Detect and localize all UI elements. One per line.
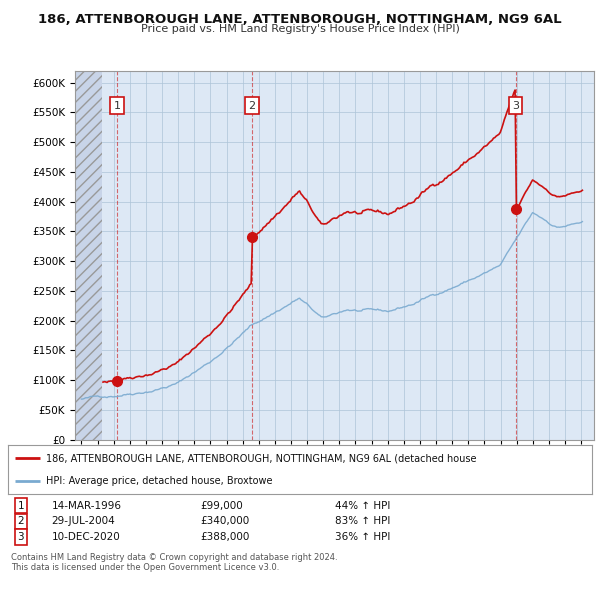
Text: 2: 2 bbox=[17, 516, 24, 526]
Bar bbox=[75, 71, 103, 440]
Text: Contains HM Land Registry data © Crown copyright and database right 2024.: Contains HM Land Registry data © Crown c… bbox=[11, 553, 337, 562]
Text: 36% ↑ HPI: 36% ↑ HPI bbox=[335, 532, 391, 542]
Text: 1: 1 bbox=[17, 500, 24, 510]
Text: 1: 1 bbox=[113, 101, 121, 111]
Text: £340,000: £340,000 bbox=[200, 516, 250, 526]
Text: 10-DEC-2020: 10-DEC-2020 bbox=[52, 532, 121, 542]
Text: 29-JUL-2004: 29-JUL-2004 bbox=[52, 516, 115, 526]
Text: 2: 2 bbox=[248, 101, 256, 111]
Text: 44% ↑ HPI: 44% ↑ HPI bbox=[335, 500, 391, 510]
Text: 14-MAR-1996: 14-MAR-1996 bbox=[52, 500, 122, 510]
Text: 83% ↑ HPI: 83% ↑ HPI bbox=[335, 516, 391, 526]
Text: £388,000: £388,000 bbox=[200, 532, 250, 542]
Text: 3: 3 bbox=[17, 532, 24, 542]
Text: This data is licensed under the Open Government Licence v3.0.: This data is licensed under the Open Gov… bbox=[11, 563, 279, 572]
Text: 186, ATTENBOROUGH LANE, ATTENBOROUGH, NOTTINGHAM, NG9 6AL (detached house: 186, ATTENBOROUGH LANE, ATTENBOROUGH, NO… bbox=[46, 453, 476, 463]
Text: 3: 3 bbox=[512, 101, 519, 111]
Text: 186, ATTENBOROUGH LANE, ATTENBOROUGH, NOTTINGHAM, NG9 6AL: 186, ATTENBOROUGH LANE, ATTENBOROUGH, NO… bbox=[38, 13, 562, 26]
Text: Price paid vs. HM Land Registry's House Price Index (HPI): Price paid vs. HM Land Registry's House … bbox=[140, 24, 460, 34]
Text: £99,000: £99,000 bbox=[200, 500, 244, 510]
Text: HPI: Average price, detached house, Broxtowe: HPI: Average price, detached house, Brox… bbox=[46, 476, 272, 486]
